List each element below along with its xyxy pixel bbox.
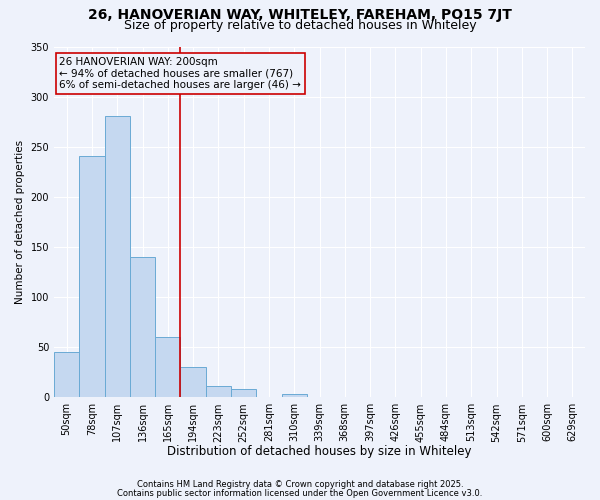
Text: Contains HM Land Registry data © Crown copyright and database right 2025.: Contains HM Land Registry data © Crown c… — [137, 480, 463, 489]
Text: 26, HANOVERIAN WAY, WHITELEY, FAREHAM, PO15 7JT: 26, HANOVERIAN WAY, WHITELEY, FAREHAM, P… — [88, 8, 512, 22]
X-axis label: Distribution of detached houses by size in Whiteley: Distribution of detached houses by size … — [167, 444, 472, 458]
Bar — [79, 156, 104, 398]
Text: Contains public sector information licensed under the Open Government Licence v3: Contains public sector information licen… — [118, 488, 482, 498]
Bar — [181, 368, 206, 398]
Bar — [206, 386, 231, 398]
Bar — [155, 337, 181, 398]
Text: Size of property relative to detached houses in Whiteley: Size of property relative to detached ho… — [124, 18, 476, 32]
Text: 26 HANOVERIAN WAY: 200sqm
← 94% of detached houses are smaller (767)
6% of semi-: 26 HANOVERIAN WAY: 200sqm ← 94% of detac… — [59, 57, 301, 90]
Bar — [130, 257, 155, 398]
Bar — [54, 352, 79, 398]
Bar — [281, 394, 307, 398]
Bar — [231, 390, 256, 398]
Bar — [104, 116, 130, 398]
Y-axis label: Number of detached properties: Number of detached properties — [15, 140, 25, 304]
